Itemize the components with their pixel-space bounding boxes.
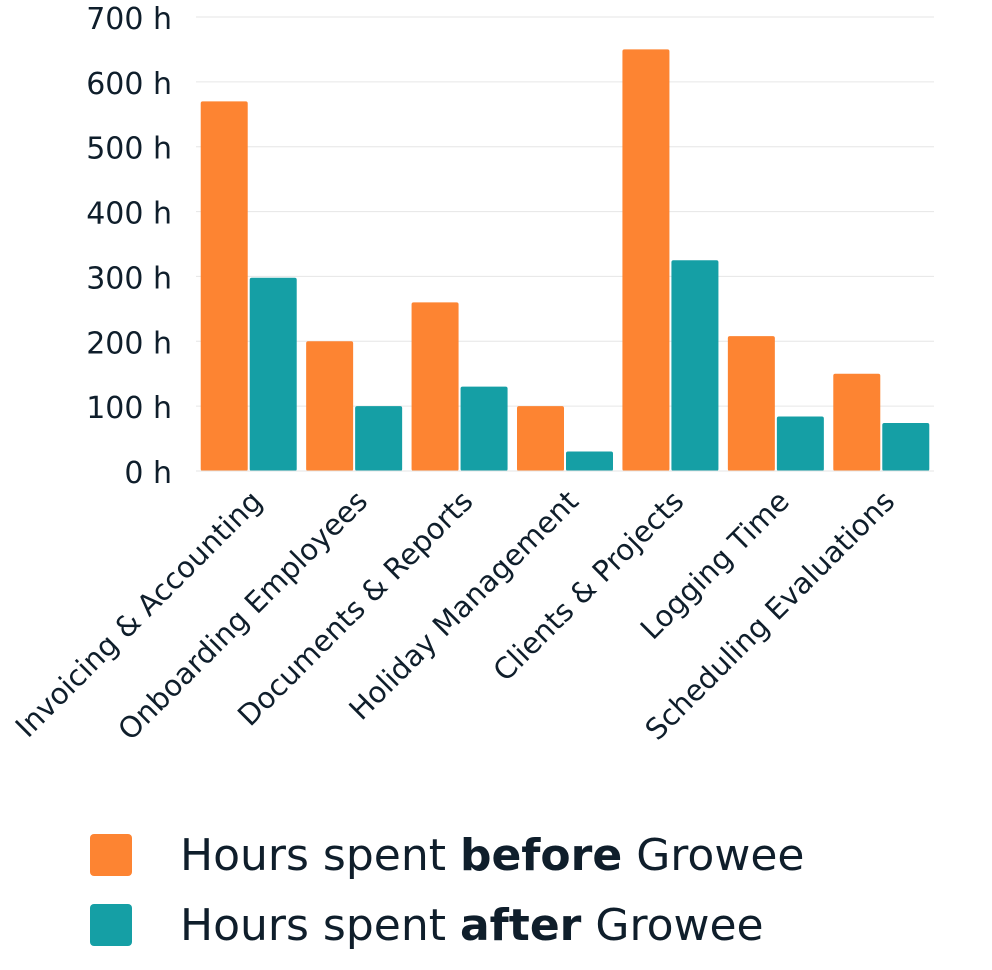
legend-swatch-after [90,904,132,946]
x-tick-label: Clients & Projects [486,484,690,688]
bar-after [460,386,508,471]
bar-after [776,416,824,471]
bars [196,49,934,472]
legend-label-after: Hours spent after Growee [180,899,764,951]
bar-before [622,49,670,472]
y-tick-label: 400 h [86,197,172,232]
bar-before [727,336,775,471]
legend-item-before: Hours spent before Growee [90,820,804,890]
y-tick-label: 300 h [86,261,172,296]
legend-label-before: Hours spent before Growee [180,829,805,881]
legend-swatch-before [90,834,132,876]
y-tick-label: 700 h [86,2,172,37]
bar-after [566,451,613,471]
y-tick-label: 200 h [86,326,172,361]
bar-after [671,260,719,471]
y-tick-label: 500 h [86,132,172,167]
bar-before [306,341,354,471]
bar-before [833,373,881,471]
bar-chart: 0 h 100 h 200 h 300 h 400 h 500 h 600 h 700 h I… [9,2,934,747]
legend-item-after: Hours spent after Growee [90,890,804,960]
legend: Hours spent before Growee Hours spent af… [90,820,804,960]
bar-after [355,406,403,471]
bar-before [517,406,564,471]
y-tick-label: 0 h [124,456,172,491]
bar-before [411,302,459,471]
bar-after [882,423,930,471]
y-tick-label: 600 h [86,67,172,102]
y-axis-ticks: 0 h 100 h 200 h 300 h 400 h 500 h 600 h 700 h [86,2,172,491]
bar-after [249,277,297,471]
y-tick-label: 100 h [86,391,172,426]
bar-before [200,101,248,472]
